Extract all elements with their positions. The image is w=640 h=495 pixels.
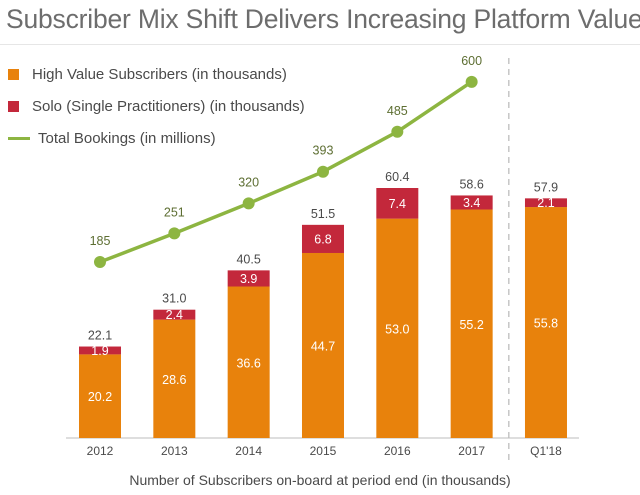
legend-swatch-solo <box>8 100 19 112</box>
x-tick-label-2017: 2017 <box>458 444 485 458</box>
bar-solo-2013 <box>153 309 196 320</box>
bookings-point-2017 <box>465 75 478 88</box>
data-label-high-value-2014: 36.6 <box>236 356 260 370</box>
bookings-point-2013 <box>168 227 181 240</box>
bookings-label-2015: 393 <box>313 144 334 158</box>
legend-swatch-high-value <box>8 68 19 80</box>
data-label-solo-2013: 2.4 <box>166 308 183 322</box>
data-label-high-value-2013: 28.6 <box>162 373 186 387</box>
data-label-total-Q1'18: 57.9 <box>534 180 558 194</box>
x-tick-label-2015: 2015 <box>310 444 337 458</box>
bar-solo-2015 <box>301 224 344 253</box>
chart-title: Subscriber Mix Shift Delivers Increasing… <box>6 4 640 34</box>
legend-label-bookings: Total Bookings (in millions) <box>38 129 216 147</box>
x-tick-label-2013: 2013 <box>161 444 188 458</box>
data-label-total-2015: 51.5 <box>311 207 335 221</box>
bar-solo-2016 <box>376 188 419 219</box>
bookings-label-2013: 251 <box>164 205 185 219</box>
data-label-solo-2016: 7.4 <box>389 197 406 211</box>
legend-swatch-bookings <box>8 136 30 140</box>
x-axis-title: Number of Subscribers on-board at period… <box>129 472 511 488</box>
x-tick-label-2014: 2014 <box>235 444 262 458</box>
x-tick-label-2016: 2016 <box>384 444 411 458</box>
data-label-total-2016: 60.4 <box>385 170 409 184</box>
bar-high-value-2015 <box>301 252 344 438</box>
data-label-solo-2014: 3.9 <box>240 272 257 286</box>
data-label-solo-2012: 1.9 <box>91 344 108 358</box>
data-label-high-value-2017: 55.2 <box>459 318 483 332</box>
legend-label-high-value: High Value Subscribers (in thousands) <box>32 65 287 83</box>
bookings-point-2015 <box>316 165 329 178</box>
x-tick-label-Q1'18: Q1'18 <box>530 444 562 458</box>
data-label-total-2017: 58.6 <box>459 177 483 191</box>
bar-high-value-2012 <box>79 354 121 438</box>
bar-high-value-2016 <box>376 218 419 438</box>
data-label-solo-2015: 6.8 <box>314 232 331 246</box>
bar-high-value-2014 <box>227 286 270 438</box>
bookings-label-2012: 185 <box>90 234 111 248</box>
data-label-solo-2017: 3.4 <box>463 196 480 210</box>
bar-high-value-Q1'18 <box>524 207 567 438</box>
legend-item-high-value: High Value Subscribers (in thousands) <box>8 58 305 90</box>
data-label-high-value-2015: 44.7 <box>311 339 335 353</box>
legend-label-solo: Solo (Single Practitioners) (in thousand… <box>32 97 305 115</box>
bar-solo-2012 <box>79 346 121 355</box>
data-label-high-value-2016: 53.0 <box>385 322 409 336</box>
bookings-point-2014 <box>242 197 255 210</box>
bookings-label-2016: 485 <box>387 104 408 118</box>
bookings-line <box>99 80 473 264</box>
data-label-high-value-Q1'18: 55.8 <box>534 317 558 331</box>
legend: High Value Subscribers (in thousands) So… <box>8 58 305 154</box>
bar-solo-2017 <box>450 195 493 210</box>
legend-item-bookings: Total Bookings (in millions) <box>8 122 305 154</box>
data-label-total-2014: 40.5 <box>236 252 260 266</box>
bookings-point-2012 <box>94 256 106 269</box>
legend-item-solo: Solo (Single Practitioners) (in thousand… <box>8 90 305 122</box>
bar-solo-Q1'18 <box>524 198 567 208</box>
bar-high-value-2017 <box>450 209 493 438</box>
bookings-label-2014: 320 <box>238 175 259 189</box>
data-label-total-2012: 22.1 <box>88 329 112 343</box>
x-tick-label-2012: 2012 <box>87 444 114 458</box>
bar-solo-2014 <box>227 270 270 287</box>
data-label-total-2013: 31.0 <box>162 292 186 306</box>
bar-high-value-2013 <box>153 319 196 438</box>
data-label-high-value-2012: 20.2 <box>88 390 112 404</box>
bookings-point-2016 <box>391 125 404 138</box>
bookings-label-2017: 600 <box>461 54 482 68</box>
data-label-solo-Q1'18: 2.1 <box>537 196 554 210</box>
title-divider <box>0 44 640 45</box>
